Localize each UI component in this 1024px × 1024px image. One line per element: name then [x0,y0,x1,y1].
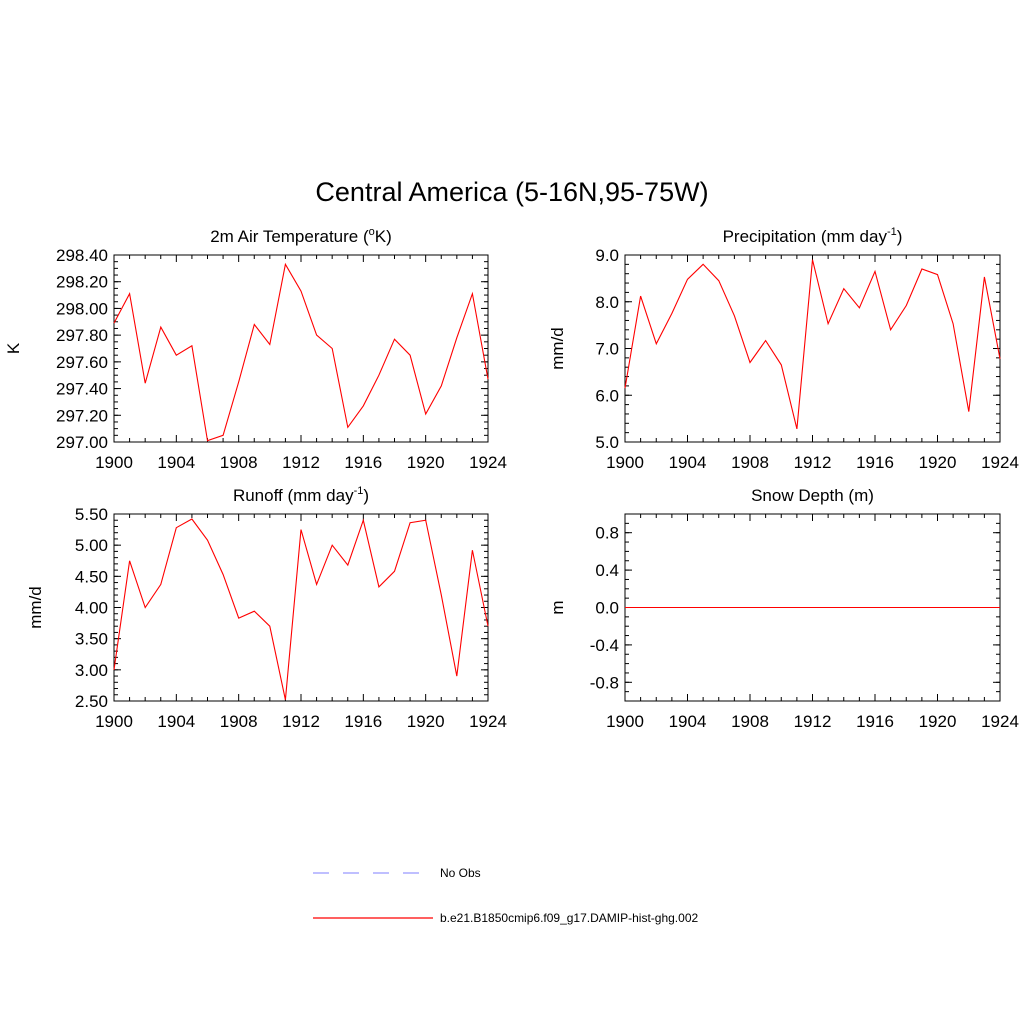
plot-frame [113,513,489,702]
y-tick-label: 7.0 [595,340,619,359]
panel-air-temperature: 1900 1904 1908 1912 1916 1920 1924 297.00 297.20… [4,226,507,472]
x-tick-label: 1908 [220,453,258,472]
y-tick-label: 298.20 [56,273,108,292]
y-tick-label: 9.0 [595,246,619,265]
y-tick-label: 0.0 [595,599,619,618]
panel-title-main: Snow Depth (m) [751,486,874,505]
x-tick-label: 1920 [407,453,445,472]
panel-title-main: Runoff (mm day [233,486,354,505]
panel-title-end: K) [375,227,392,246]
panel-snow-depth: 1900 1904 1908 1912 1916 1920 1924 -0.8 -0.4 0.0 0… [548,486,1019,731]
panel-runoff: 1900 1904 1908 1912 1916 1920 1924 2.50 3.00 3.50… [26,485,507,731]
panel-title: Precipitation (mm day-1) [723,226,903,246]
x-tick-label: 1904 [157,453,195,472]
y-tick-label: 0.4 [595,561,619,580]
x-tick-label: 1916 [344,712,382,731]
x-tick-label: 1920 [407,712,445,731]
x-tick-label: 1912 [282,712,320,731]
legend-label-model: b.e21.B1850cmip6.f09_g17.DAMIP-hist-ghg.… [440,911,698,925]
x-tick-label: 1924 [981,712,1019,731]
y-tick-label: 297.60 [56,353,108,372]
y-axis-label: mm/d [26,586,45,629]
x-tick-label: 1904 [669,712,707,731]
y-tick-label: 298.00 [56,299,108,318]
y-tick-label: 5.00 [75,536,108,555]
y-tick-label: 4.50 [75,567,108,586]
panel-title: Snow Depth (m) [751,486,874,505]
y-axis-label: mm/d [548,327,567,370]
panel-title-superscript: -1 [354,485,364,497]
panel-title-main: 2m Air Temperature ( [210,227,369,246]
x-tick-label: 1912 [794,453,832,472]
plot-frame [624,254,1001,443]
y-tick-label: 297.00 [56,433,108,452]
x-tick-label: 1900 [95,712,133,731]
y-tick-label: 297.40 [56,380,108,399]
x-tick-label: 1916 [344,453,382,472]
series-line-model [113,518,489,700]
x-tick-label: 1904 [669,453,707,472]
panel-title: 2m Air Temperature (oK) [210,226,392,246]
x-tick-label: 1924 [981,453,1019,472]
panel-title-superscript: -1 [887,226,897,238]
series-line-model [624,259,1001,430]
x-tick-label: 1920 [919,712,957,731]
x-tick-label: 1916 [856,453,894,472]
y-tick-label: 5.0 [595,433,619,452]
panel-precipitation: 1900 1904 1908 1912 1916 1920 1924 5.0 6.0 7.0 8.0… [548,226,1019,472]
x-tick-label: 1908 [220,712,258,731]
panel-title-end: ) [363,486,369,505]
panel-title-main: Precipitation (mm day [723,227,888,246]
y-tick-label: 297.80 [56,326,108,345]
x-tick-label: 1900 [606,712,644,731]
plot-frame [113,254,489,443]
x-tick-label: 1920 [919,453,957,472]
y-tick-label: 4.00 [75,599,108,618]
legend: No Obs b.e21.B1850cmip6.f09_g17.DAMIP-hi… [313,866,698,925]
x-tick-label: 1924 [469,712,507,731]
panel-title-superscript: o [369,226,375,238]
y-tick-label: 6.0 [595,386,619,405]
y-tick-label: 2.50 [75,692,108,711]
y-tick-label: 298.40 [56,246,108,265]
x-tick-label: 1912 [794,712,832,731]
panel-title: Runoff (mm day-1) [233,485,369,505]
y-axis-label: m [548,600,567,614]
y-tick-label: 297.20 [56,406,108,425]
y-tick-label: -0.4 [590,636,619,655]
x-tick-label: 1916 [856,712,894,731]
y-tick-label: 3.50 [75,630,108,649]
figure-title: Central America (5-16N,95-75W) [315,177,708,207]
x-tick-label: 1912 [282,453,320,472]
x-tick-label: 1908 [731,712,769,731]
panel-title-end: ) [897,227,903,246]
y-tick-label: -0.8 [590,673,619,692]
x-tick-label: 1900 [95,453,133,472]
x-tick-label: 1924 [469,453,507,472]
x-tick-label: 1900 [606,453,644,472]
series-line-model [113,262,489,442]
y-tick-label: 5.50 [75,505,108,524]
x-tick-label: 1904 [157,712,195,731]
y-tick-label: 8.0 [595,293,619,312]
y-axis-label: K [4,342,23,354]
y-tick-label: 0.8 [595,524,619,543]
legend-label-no-obs: No Obs [440,866,481,880]
x-tick-label: 1908 [731,453,769,472]
y-tick-label: 3.00 [75,661,108,680]
